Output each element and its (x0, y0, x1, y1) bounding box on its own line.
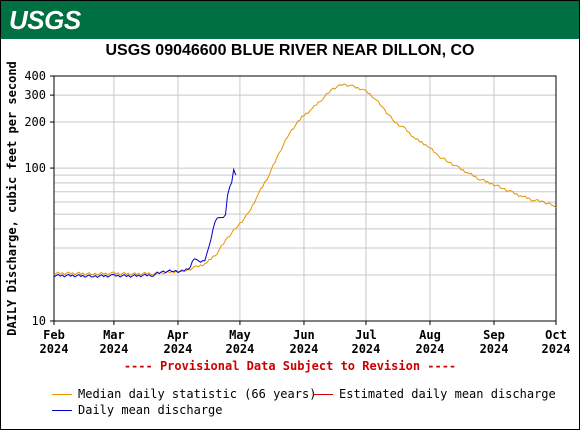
y-axis-label: DAILY Discharge, cubic feet per second (5, 61, 19, 336)
usgs-header-bar: USGS (1, 1, 579, 39)
y-tick-label: 100 (24, 161, 46, 175)
x-tick-label-month: Jul (355, 328, 377, 342)
x-tick-label-year: 2024 (480, 342, 509, 356)
y-tick-label: 10 (32, 314, 46, 328)
x-tick-label-year: 2024 (40, 342, 69, 356)
legend-item-median: Median daily statistic (66 years) (52, 387, 316, 401)
legend-label-estimated: Estimated daily mean discharge (339, 387, 556, 401)
x-tick-label-month: Mar (103, 328, 125, 342)
x-tick-label-month: Jun (293, 328, 315, 342)
legend-item-daily: Daily mean discharge (52, 403, 223, 417)
y-tick-label: 400 (24, 69, 46, 83)
chart-title: USGS 09046600 BLUE RIVER NEAR DILLON, CO (105, 42, 475, 59)
usgs-logo-text: USGS (9, 4, 81, 35)
x-tick-label-year: 2024 (99, 342, 128, 356)
x-tick-label-year: 2024 (290, 342, 319, 356)
x-tick-label-month: May (229, 328, 251, 342)
x-tick-label-month: Oct (545, 328, 567, 342)
legend-swatch-median (52, 393, 72, 395)
y-tick-label: 300 (24, 88, 46, 102)
x-tick-label-year: 2024 (542, 342, 571, 356)
series-line-2 (53, 167, 237, 279)
x-tick-label-year: 2024 (225, 342, 254, 356)
legend-label-median: Median daily statistic (66 years) (78, 387, 317, 401)
plot-border (53, 75, 557, 322)
provisional-notice: ---- Provisional Data Subject to Revisio… (123, 359, 457, 373)
x-tick-label-month: Sep (483, 328, 505, 342)
x-tick-label-month: Aug (419, 328, 441, 342)
x-tick-label-year: 2024 (416, 342, 445, 356)
legend-item-estimated: Estimated daily mean discharge (313, 387, 556, 401)
plot-area (54, 76, 556, 321)
legend-swatch-daily (52, 409, 72, 411)
series-line-0 (53, 83, 557, 276)
legend-label-daily: Daily mean discharge (78, 403, 223, 417)
x-tick-label-year: 2024 (351, 342, 380, 356)
y-tick-label: 200 (24, 115, 46, 129)
legend-swatch-estimated (313, 393, 333, 395)
usgs-logo[interactable]: USGS (9, 4, 81, 36)
x-tick-label-month: Apr (167, 328, 189, 342)
x-tick-label-month: Feb (43, 328, 65, 342)
x-tick-label-year: 2024 (163, 342, 192, 356)
